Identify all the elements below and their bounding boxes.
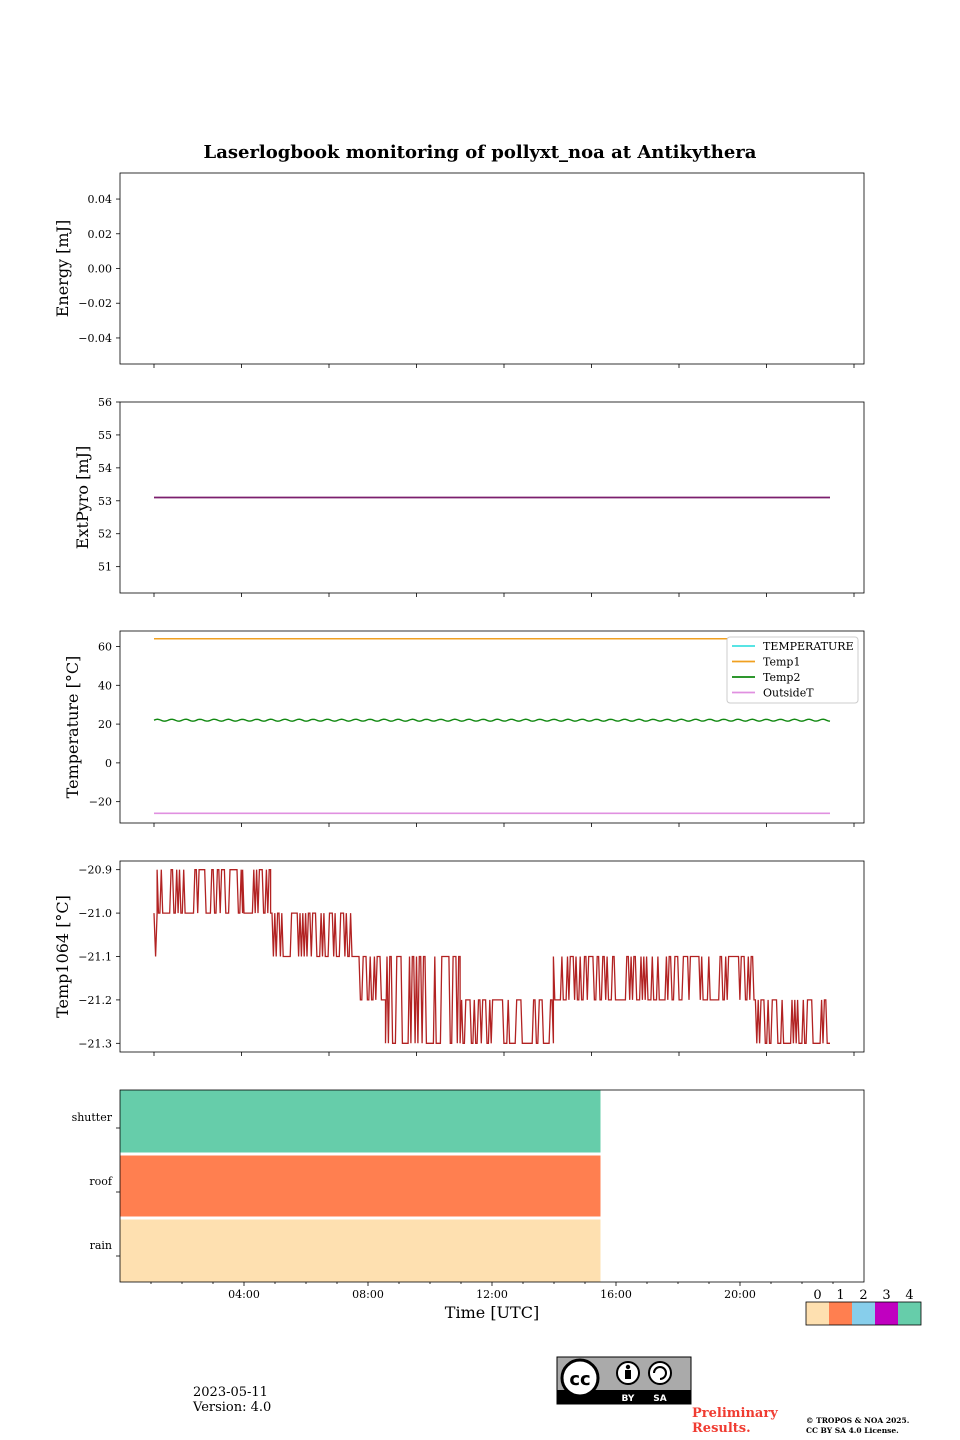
y-axis-label: Energy [mJ] <box>53 220 72 318</box>
y-tick-label: 52 <box>98 528 112 541</box>
copyright-text: © TROPOS & NOA 2025. CC BY SA 4.0 Licens… <box>806 1416 909 1436</box>
colorbar-label: 0 <box>813 1288 821 1303</box>
chart-title: Laserlogbook monitoring of pollyxt_noa a… <box>204 142 757 163</box>
y-tick-label: 53 <box>98 495 112 508</box>
preliminary-line-2: Results. <box>692 1421 751 1436</box>
colorbar-label: 4 <box>905 1288 913 1303</box>
colorbar-swatch-1 <box>829 1302 852 1325</box>
x-axis-label: Time [UTC] <box>445 1303 539 1322</box>
copyright-line-2: CC BY SA 4.0 License. <box>806 1426 899 1435</box>
panel-4: −20.9 −21.0 −21.1 −21.2 −21.3 Temp1064 [°C] <box>53 860 865 1056</box>
y-axis-label: Temperature [°C] <box>63 656 82 799</box>
y-tick-label: −20.9 <box>78 864 112 877</box>
row-label-rain: rain <box>90 1239 112 1252</box>
y-tick-label: 60 <box>98 641 112 654</box>
version-text: Version: 4.0 <box>193 1400 272 1415</box>
y-tick-label: 56 <box>98 396 112 409</box>
preliminary-line-1: Preliminary <box>692 1406 778 1421</box>
y-tick-label: −20 <box>89 796 112 809</box>
legend-label: TEMPERATURE <box>763 640 854 653</box>
heatmap-cell-roof <box>120 1155 601 1217</box>
x-tick-label: 12:00 <box>476 1288 508 1301</box>
y-tick-label: 0 <box>105 757 112 770</box>
panel-5: shutter roof rain 04:00 08:00 12:00 16:00 20:00… <box>72 1089 865 1322</box>
cc-by-sa-icon: cc BY SA <box>556 1356 692 1405</box>
badge-sa-label: SA <box>653 1394 666 1404</box>
y-tick-label: 51 <box>98 561 112 574</box>
legend-label: Temp2 <box>763 671 800 684</box>
panel-3: 60 40 20 0 −20 Temperature [°C] TEMPERATURE Tem… <box>63 630 865 827</box>
colorbar-swatch-4 <box>898 1302 921 1325</box>
y-tick-label: 0.00 <box>88 263 113 276</box>
colorbar-swatch-3 <box>875 1302 898 1325</box>
x-tick-label: 08:00 <box>352 1288 384 1301</box>
preliminary-results-text: Preliminary Results. <box>692 1406 778 1436</box>
y-axis-label: ExtPyro [mJ] <box>73 446 92 549</box>
badge-by-label: BY <box>622 1394 635 1404</box>
colorbar-label: 2 <box>859 1288 867 1303</box>
footer-date: 2023-05-11 Version: 4.0 <box>193 1385 271 1415</box>
y-tick-label: −21.3 <box>78 1037 112 1050</box>
y-tick-label: −21.1 <box>78 951 112 964</box>
copyright-line-1: © TROPOS & NOA 2025. <box>806 1416 910 1425</box>
row-label-roof: roof <box>89 1175 113 1188</box>
x-tick-label: 20:00 <box>724 1288 756 1301</box>
date-text: 2023-05-11 <box>193 1385 268 1400</box>
colorbar-label: 3 <box>882 1288 890 1303</box>
y-tick-label: 40 <box>98 679 112 692</box>
y-tick-label: 20 <box>98 718 112 731</box>
y-tick-label: −0.02 <box>78 297 112 310</box>
y-tick-label: 0.02 <box>88 228 113 241</box>
legend-box <box>726 636 859 704</box>
svg-text:cc: cc <box>569 1369 590 1390</box>
y-axis-label: Temp1064 [°C] <box>53 895 72 1018</box>
axes-frame <box>119 172 865 365</box>
heatmap-cell-rain <box>120 1219 601 1282</box>
y-tick-label: 55 <box>98 429 112 442</box>
axes-frame <box>119 401 865 594</box>
legend-label: OutsideT <box>763 687 814 700</box>
colorbar-swatch-2 <box>852 1302 875 1325</box>
y-tick-label: 54 <box>98 462 112 475</box>
panel-1: 0.04 0.02 0.00 −0.02 −0.04 Energy [mJ] <box>53 172 865 368</box>
y-tick-label: −0.04 <box>78 332 112 345</box>
colorbar-frame <box>805 1301 922 1326</box>
y-tick-label: −21.0 <box>78 907 112 920</box>
colorbar-swatch-0 <box>806 1302 829 1325</box>
y-tick-label: −21.2 <box>78 994 112 1007</box>
x-tick-label: 04:00 <box>228 1288 260 1301</box>
heatmap-cell-shutter <box>120 1090 601 1153</box>
legend: TEMPERATURE Temp1 Temp2 OutsideT <box>726 636 859 704</box>
y-tick-label: 0.04 <box>88 193 113 206</box>
colorbar-label: 1 <box>836 1288 844 1303</box>
series-line-temp1064 <box>153 869 830 1044</box>
axes-frame <box>119 630 865 824</box>
panel-2: 56 55 54 53 52 51 ExtPyro [mJ] <box>73 396 865 597</box>
legend-label: Temp1 <box>763 656 800 669</box>
row-label-shutter: shutter <box>72 1111 113 1124</box>
series-line-temp2 <box>153 718 831 722</box>
x-tick-label: 16:00 <box>600 1288 632 1301</box>
